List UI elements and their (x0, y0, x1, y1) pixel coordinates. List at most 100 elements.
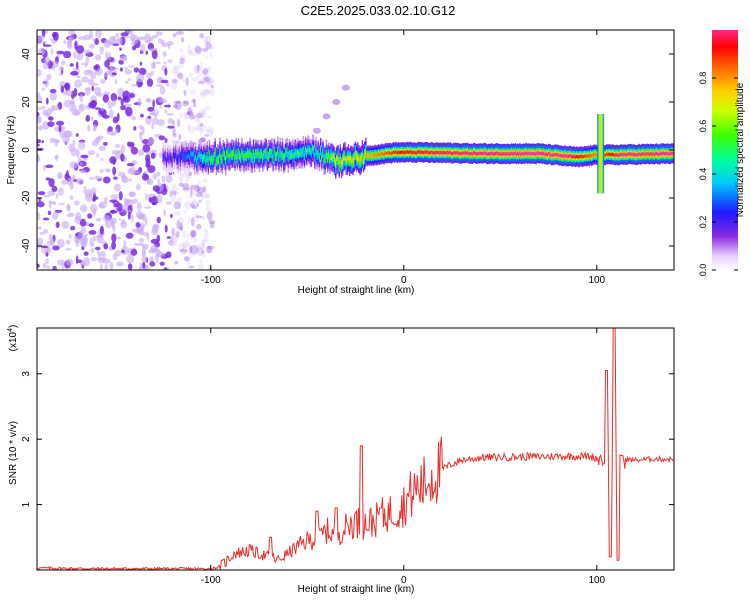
band-cell (442, 150, 445, 155)
band-cell (167, 155, 169, 161)
noise-speckle (119, 47, 122, 51)
band-cell (292, 153, 294, 159)
band-cell (300, 151, 302, 157)
band-cell (395, 150, 397, 154)
noise-speckle (203, 193, 211, 199)
band-cell (624, 152, 626, 157)
noise-speckle (193, 127, 199, 131)
noise-speckle (47, 190, 56, 197)
noise-speckle (120, 98, 124, 106)
band-cell (186, 154, 189, 160)
noise-speckle (115, 32, 120, 38)
x-tick-label: 100 (588, 575, 605, 586)
noise-speckle (37, 116, 42, 124)
noise-speckle (65, 239, 71, 245)
noise-speckle (75, 61, 79, 71)
band-cell (375, 153, 377, 158)
noise-speckle (144, 40, 152, 43)
band-cell (434, 151, 437, 155)
noise-speckle (107, 126, 113, 133)
band-cell (589, 153, 592, 157)
noise-speckle (141, 139, 150, 145)
band-cell (394, 150, 396, 155)
band-cell (608, 152, 610, 156)
noise-speckle (179, 173, 184, 182)
noise-speckle (199, 78, 204, 83)
band-cell (245, 152, 248, 158)
noise-speckle (64, 247, 72, 251)
noise-speckle (55, 154, 58, 162)
band-cell (460, 151, 462, 156)
noise-speckle (98, 145, 106, 152)
band-cell (284, 154, 286, 159)
band-cell (454, 151, 456, 155)
noise-speckle (141, 255, 148, 263)
noise-speckle (178, 226, 184, 232)
spectrogram-ylabel: Frequency (Hz) (6, 116, 17, 185)
band-cell (257, 150, 259, 156)
band-cell (475, 152, 477, 156)
noise-speckle (87, 213, 93, 219)
noise-speckle (145, 98, 152, 103)
noise-speckle (174, 191, 181, 195)
band-cell (487, 152, 490, 156)
noise-speckle (38, 197, 41, 203)
band-cell (661, 151, 664, 156)
noise-speckle (94, 107, 101, 110)
noise-speckle (37, 139, 42, 144)
band-cell (582, 154, 585, 159)
band-cell (430, 151, 432, 155)
band-cell (621, 152, 623, 157)
noise-speckle (42, 228, 49, 234)
noise-speckle (75, 75, 81, 79)
band-cell (258, 157, 260, 162)
noise-speckle (149, 47, 158, 51)
band-cell (302, 146, 305, 152)
noise-speckle (194, 186, 201, 193)
band-cell (594, 152, 596, 157)
noise-speckle (94, 246, 101, 251)
noise-speckle (203, 178, 208, 183)
noise-speckle (79, 204, 88, 213)
noise-speckle (187, 45, 192, 54)
noise-speckle (190, 187, 193, 197)
noise-speckle (165, 82, 170, 87)
noise-speckle (181, 243, 190, 247)
noise-speckle (156, 234, 161, 243)
noise-speckle (117, 236, 122, 240)
noise-speckle (187, 122, 190, 131)
band-cell (575, 154, 578, 159)
noise-speckle (164, 138, 168, 144)
band-cell (672, 151, 674, 156)
band-cell (446, 151, 448, 155)
band-cell (614, 153, 616, 157)
band-cell (544, 152, 547, 157)
noise-speckle (52, 31, 59, 41)
band-cell (315, 148, 317, 153)
band-cell (353, 156, 355, 166)
noise-speckle (203, 76, 210, 83)
noise-speckle (182, 230, 186, 238)
band-cell (622, 152, 624, 157)
band-cell (401, 150, 403, 154)
band-cell (611, 152, 614, 156)
noise-speckle (186, 112, 190, 116)
noise-speckle (131, 83, 139, 87)
band-cell (286, 148, 288, 154)
noise-speckle (112, 166, 117, 176)
band-cell (355, 154, 358, 160)
noise-speckle (160, 79, 169, 84)
noise-speckle (172, 126, 176, 136)
band-cell (278, 155, 280, 161)
noise-speckle (112, 43, 119, 46)
band-cell (242, 151, 244, 157)
noise-speckle (203, 89, 212, 95)
band-cell (526, 151, 528, 156)
noise-speckle (189, 229, 197, 238)
noise-speckle (46, 107, 53, 116)
noise-speckle (206, 115, 213, 119)
band-cell (385, 151, 388, 156)
noise-speckle (204, 56, 209, 60)
noise-speckle (201, 70, 207, 74)
noise-speckle (70, 98, 75, 108)
